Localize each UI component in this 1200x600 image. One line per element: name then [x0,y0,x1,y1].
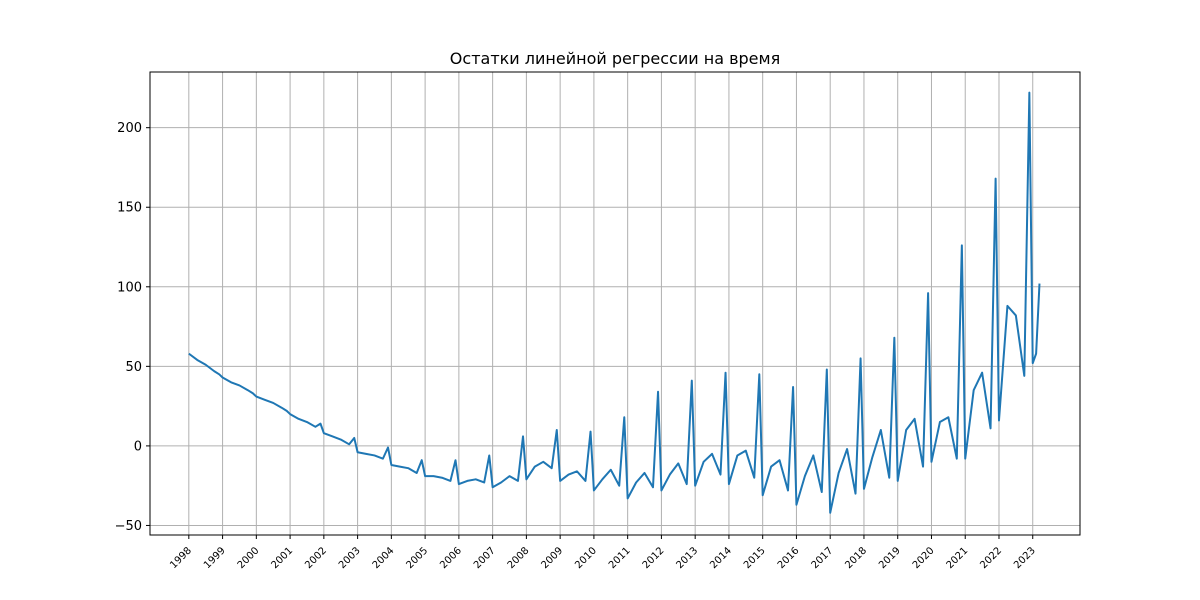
x-tick-label: 2005 [404,545,430,571]
y-tick-label: 100 [117,280,142,295]
x-tick-label: 2000 [236,545,262,571]
x-tick-label: 2011 [607,545,633,571]
axes: −50 0 50 100 150 200 1998 1999 2000 2001 2002 2003 2… [115,71,1081,571]
x-tick-label: 2017 [810,545,836,571]
x-tick-label: 2014 [708,545,734,571]
series-layer [188,91,1041,514]
x-tick-label: 2023 [1012,545,1038,571]
x-tick-label: 2001 [269,545,295,571]
grid [150,72,1080,535]
x-tick-label: 2006 [438,545,464,571]
x-tick-label: 2018 [843,545,869,571]
x-tick-label: 1998 [168,545,194,571]
y-tick-label: 50 [125,360,142,375]
x-tick-label: 2015 [742,545,768,571]
y-tick-label: −50 [115,519,142,534]
x-tick-label: 2010 [573,545,599,571]
x-tick-label: 2008 [506,545,532,571]
x-tick-label: 2012 [641,545,667,571]
x-tick-label: 2003 [337,545,363,571]
x-tick-label: 2013 [675,545,701,571]
x-tick-label: 2007 [472,545,498,571]
y-tick-label: 150 [117,201,142,216]
x-tick-label: 1999 [202,545,228,571]
x-tick-label: 2019 [877,545,903,571]
x-tick-label: 2020 [911,545,937,571]
chart-title: Остатки линейной регрессии на время [450,49,780,68]
x-tick-label: 2016 [776,545,802,571]
x-tick-label: 2022 [978,545,1004,571]
y-tick-label: 200 [117,121,142,136]
series-line [188,91,1041,514]
plot-frame [149,71,1081,536]
x-tick-label: 2004 [371,545,397,571]
x-tick-label: 2021 [945,545,971,571]
y-tick-label: 0 [134,439,142,454]
x-tick-label: 2002 [303,545,329,571]
x-tick-label: 2009 [539,545,565,571]
